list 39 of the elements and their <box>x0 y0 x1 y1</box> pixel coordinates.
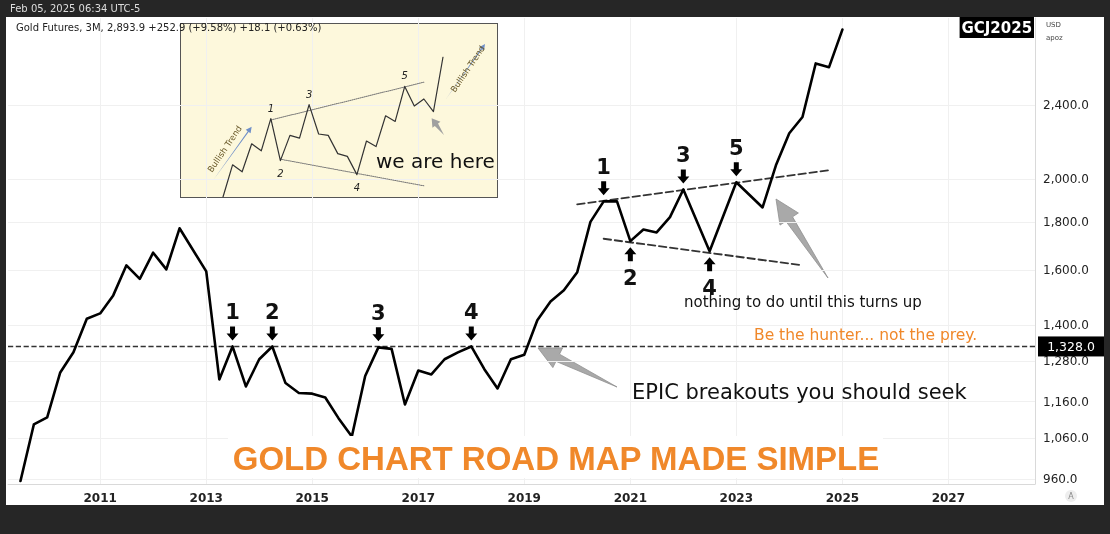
y-tick-label: 2,000.0 <box>1043 172 1089 187</box>
annotation: 1 <box>225 300 240 325</box>
y-tick-label: 1,160.0 <box>1043 394 1089 409</box>
text: GOLD CHART ROAD MAP MADE SIMPLE <box>232 440 880 477</box>
y-tick-label: 960.0 <box>1043 471 1078 486</box>
annotation: 2 <box>623 266 638 291</box>
annotation: Be the hunter... not the prey. <box>754 326 978 344</box>
text: A <box>1068 492 1075 501</box>
x-tick-label: 2027 <box>931 491 966 505</box>
y-tick-label: 1,060.0 <box>1043 431 1089 446</box>
annotation: GCJ2025 <box>961 19 1033 37</box>
annotation: 2 <box>264 300 280 325</box>
annotation: 5 <box>728 136 744 161</box>
x-tick-label: 2021 <box>613 491 648 505</box>
ref-line-label: 1,328.0 <box>1047 339 1095 355</box>
x-tick-label: 2015 <box>295 491 329 505</box>
annotation: EPIC breakouts you should seek <box>632 380 968 404</box>
annotation: 3 <box>676 143 691 168</box>
annotation: 5 <box>401 70 408 82</box>
x-tick-label: 2025 <box>825 491 860 505</box>
y-tick-label: 2,400.0 <box>1043 97 1089 112</box>
annotation: 4 <box>463 300 479 325</box>
annotation: 1 <box>267 102 275 114</box>
y-tick-label: 1,600.0 <box>1043 263 1089 278</box>
text: Feb 05, 2025 06:34 UTC-5 <box>10 3 141 14</box>
x-tick-label: 2019 <box>507 491 541 505</box>
y-tick-label: 1,280.0 <box>1043 354 1089 369</box>
annotation: 1 <box>596 155 611 180</box>
annotation: 2 <box>277 167 284 179</box>
y-tick-label: 1,400.0 <box>1043 317 1089 332</box>
x-tick-label: 2013 <box>189 491 223 505</box>
x-tick-label: 2017 <box>401 491 436 505</box>
annotation: we are here <box>376 149 495 173</box>
annotation: 3 <box>371 301 386 326</box>
x-tick-label: 2011 <box>83 491 117 505</box>
x-tick-label: 2023 <box>719 491 754 505</box>
annotation: 3 <box>305 88 313 100</box>
y-tick-label: 1,800.0 <box>1043 215 1089 230</box>
annotation: 4 <box>353 181 361 193</box>
